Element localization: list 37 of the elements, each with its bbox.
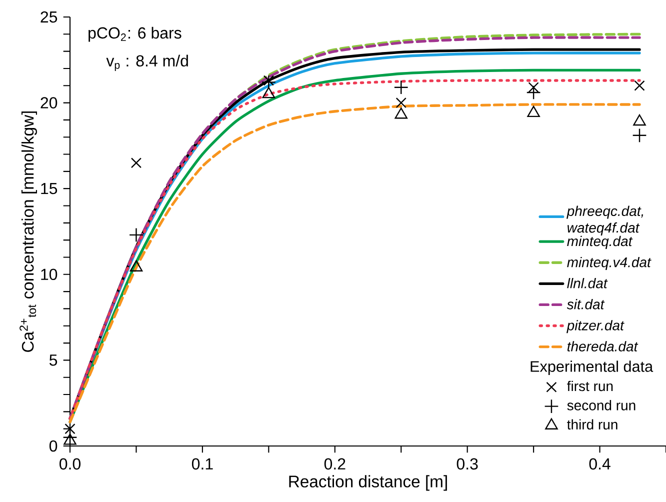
x-tick-label: 0.2 xyxy=(324,458,346,470)
point xyxy=(632,128,647,143)
point xyxy=(527,106,540,118)
point xyxy=(634,80,645,91)
legend-label: minteq.v4.dat xyxy=(567,256,652,270)
point xyxy=(633,114,646,126)
annotation: v$_{p}$ : 8.4 m/d xyxy=(106,54,188,71)
point xyxy=(128,228,144,242)
y-tick-label: 10 xyxy=(41,268,58,280)
point xyxy=(394,108,408,119)
legend-label: llnl.dat xyxy=(567,278,608,288)
legend-label: sit.dat xyxy=(566,299,605,310)
x-tick-label: 0.0 xyxy=(60,458,81,470)
annotation: pCO$_{2}$: 6 bars xyxy=(88,26,182,42)
point xyxy=(263,75,274,86)
legend-title: Experimental data xyxy=(530,360,654,375)
legend-label: second run xyxy=(567,400,636,410)
y-tick-label: 0 xyxy=(49,440,58,452)
x-tick-label: 0.1 xyxy=(192,458,213,470)
y-tick-label: 15 xyxy=(41,183,58,194)
legend-label: first run xyxy=(567,380,613,392)
legend-label: thereda.dat xyxy=(567,341,638,352)
x-tick-label: 0.3 xyxy=(456,458,478,470)
y-axis-title: Ca$^{2+}$$_{tot}$ concentration [mmol/kgw] xyxy=(20,111,38,352)
legend-label: minteq.dat xyxy=(567,236,633,249)
point xyxy=(394,80,408,95)
y-tick-label: 20 xyxy=(40,97,58,108)
point xyxy=(526,85,541,100)
x-tick-label: 0.4 xyxy=(589,458,610,470)
point xyxy=(130,158,142,168)
legend-label: third run xyxy=(567,419,618,430)
x-axis-title: Reaction distance [m] xyxy=(289,475,447,491)
point xyxy=(64,424,76,434)
legend-label: pitzer.dat xyxy=(566,320,624,334)
point xyxy=(396,97,406,108)
y-tick-label: 5 xyxy=(49,354,58,366)
y-tick-label: 25 xyxy=(40,11,58,23)
